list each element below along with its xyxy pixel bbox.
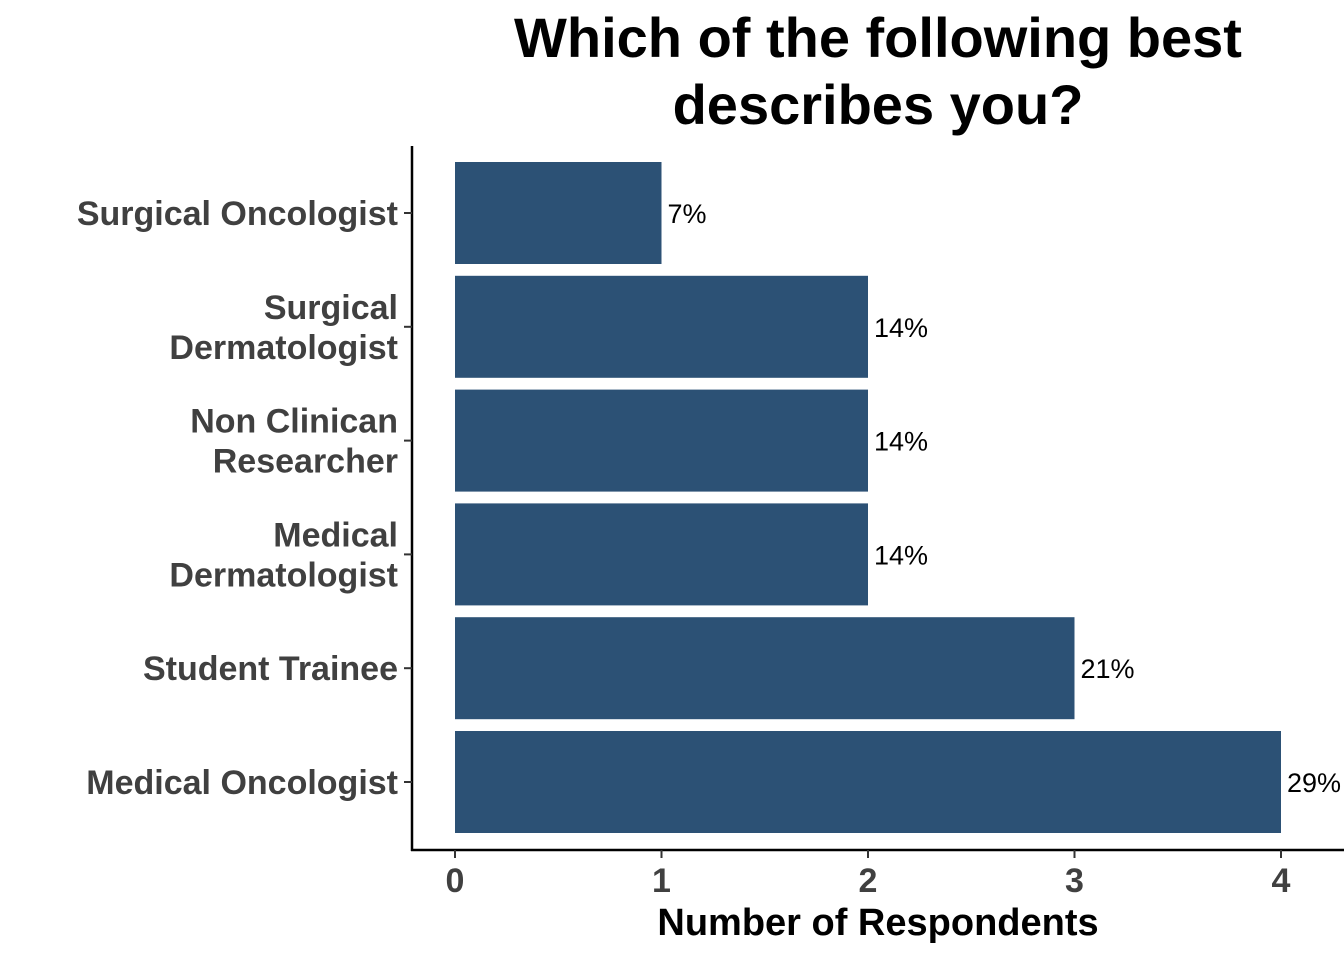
x-ticks-group: 0 1 2 3 4	[446, 850, 1291, 900]
data-label: 7%	[668, 199, 707, 229]
category-label: Medical Oncologist	[86, 764, 398, 802]
x-tick-label: 2	[859, 862, 878, 900]
category-label: Dermatologist	[169, 329, 398, 367]
category-label: Non Clinican	[190, 403, 398, 441]
category-label: Surgical Oncologist	[77, 195, 398, 233]
data-label: 14%	[874, 540, 928, 570]
data-label: 29%	[1287, 768, 1341, 798]
category-label: Dermatologist	[169, 556, 398, 594]
bar	[455, 617, 1075, 720]
x-tick-label: 3	[1065, 862, 1084, 900]
bars-group	[455, 162, 1281, 833]
data-labels-group: 7% 14% 14% 14% 21% 29%	[668, 199, 1342, 798]
data-label: 14%	[874, 313, 928, 343]
data-label: 21%	[1081, 654, 1135, 684]
chart-title-line-1: Which of the following best	[514, 6, 1242, 69]
x-axis-title: Number of Respondents	[657, 902, 1098, 944]
bar	[455, 162, 662, 264]
x-tick-label: 0	[446, 862, 465, 900]
category-label: Medical	[273, 516, 398, 554]
data-label: 14%	[874, 427, 928, 457]
axes-group	[404, 146, 1344, 852]
bar	[455, 503, 868, 606]
category-label: Surgical	[264, 289, 398, 327]
bar	[455, 275, 868, 378]
bar	[455, 731, 1281, 833]
chart-title-line-2: describes you?	[672, 73, 1084, 136]
category-label: Student Trainee	[143, 650, 398, 688]
x-tick-label: 1	[652, 862, 671, 900]
bar	[455, 389, 868, 492]
category-labels-group: Surgical OncologistSurgicalDermatologist…	[77, 195, 398, 802]
x-tick-label: 4	[1272, 862, 1291, 900]
category-label: Researcher	[213, 443, 398, 481]
